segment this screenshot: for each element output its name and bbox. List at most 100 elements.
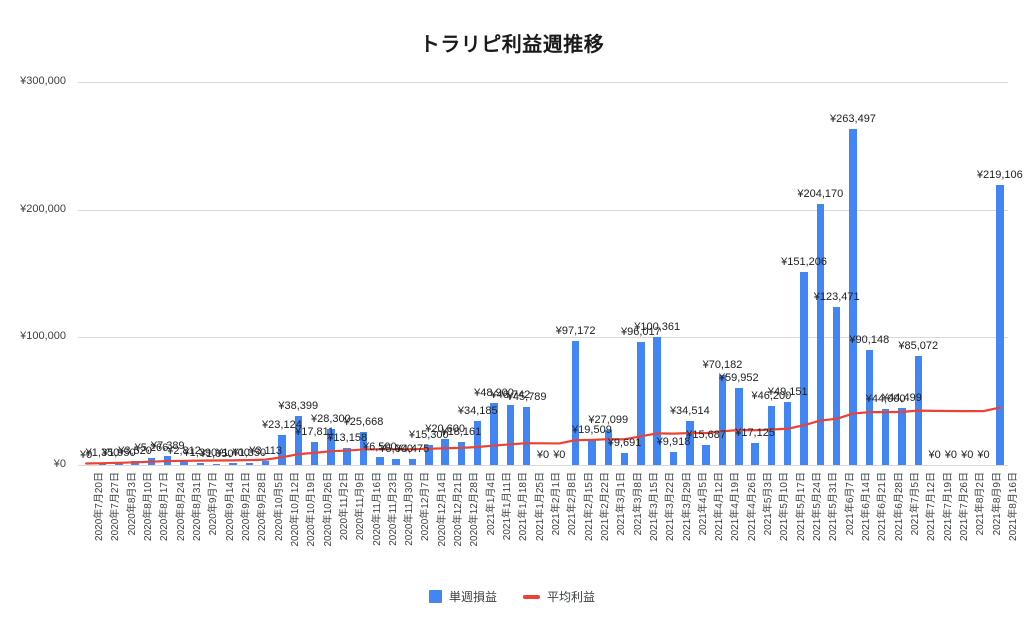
bar[interactable] xyxy=(441,438,449,465)
plot-area: ¥0 ¥1,350 ¥1,950 ¥3,520 ¥5,266 ¥7,389 ¥2,812 ¥1… xyxy=(78,82,1023,466)
bar[interactable] xyxy=(653,336,661,465)
bar[interactable] xyxy=(376,456,384,465)
x-axis-tick-label: 2020年8月3日 xyxy=(126,472,138,536)
bar[interactable] xyxy=(898,408,906,465)
bar[interactable] xyxy=(457,441,466,465)
bar[interactable] xyxy=(751,443,759,465)
bar-value-label: ¥1,350 xyxy=(85,447,120,460)
bar-value-label: ¥15,300 xyxy=(408,429,449,442)
bar-value-label: ¥7,389 xyxy=(150,439,185,452)
bar[interactable] xyxy=(327,428,335,465)
bar[interactable] xyxy=(229,463,237,465)
bar[interactable] xyxy=(343,448,351,465)
bar[interactable] xyxy=(408,459,417,465)
bar-value-label: ¥1,400 xyxy=(216,447,250,460)
bar[interactable] xyxy=(767,406,776,465)
bar[interactable] xyxy=(881,408,890,465)
x-axis-tick-label: 2021年8月9日 xyxy=(991,472,1003,536)
x-axis-tick-label: 2020年8月31日 xyxy=(192,472,204,541)
legend-line-swatch-icon xyxy=(523,594,540,599)
bar-value-label: ¥0 xyxy=(80,449,93,461)
x-axis-tick-label: 2020年9月21日 xyxy=(241,472,252,541)
x-axis-tick-label: 2020年8月24日 xyxy=(175,472,187,541)
x-axis-tick-label: 2020年7月20日 xyxy=(94,472,106,541)
average-profit-line[interactable] xyxy=(85,406,1001,465)
x-axis-tick-label: 2021年5月3日 xyxy=(763,472,775,536)
x-axis-tick-label: 2020年12月28日 xyxy=(469,472,481,547)
bar-value-label: ¥3,520 xyxy=(118,444,152,457)
bar[interactable] xyxy=(702,444,710,465)
x-axis-tick-label: 2021年8月2日 xyxy=(975,472,987,536)
x-axis-tick-label: 2020年11月9日 xyxy=(355,472,367,541)
bar[interactable] xyxy=(849,128,857,465)
bar[interactable] xyxy=(180,461,188,465)
bar[interactable] xyxy=(196,463,205,465)
bar-value-label: ¥28,300 xyxy=(311,412,351,425)
bar-value-label: ¥20,600 xyxy=(425,422,465,435)
bar[interactable] xyxy=(425,445,433,465)
x-axis-tick-label: 2021年6月7日 xyxy=(844,472,856,536)
bar[interactable] xyxy=(637,342,645,465)
bar-value-label: ¥1,950 xyxy=(101,446,136,459)
chart-title: トラリピ利益週推移 xyxy=(419,34,605,56)
bar-value-label: ¥9,918 xyxy=(656,436,691,449)
x-axis-tick-label: 2021年3月8日 xyxy=(632,472,644,536)
bar[interactable] xyxy=(245,463,254,465)
x-axis-tick-label: 2020年12月14日 xyxy=(436,472,448,547)
bar[interactable] xyxy=(212,463,221,465)
bar[interactable] xyxy=(816,204,825,465)
bar-value-label: ¥6,500 xyxy=(363,440,397,453)
legend-item-line[interactable]: 平均利益 xyxy=(523,588,595,605)
bar[interactable] xyxy=(865,349,874,465)
bar[interactable] xyxy=(261,461,270,465)
bar[interactable] xyxy=(800,271,808,465)
x-axis-tick-label: 2021年2月22日 xyxy=(599,472,611,541)
bar-value-label: ¥90,148 xyxy=(849,333,890,346)
bar-value-label: ¥2,812 xyxy=(167,445,201,458)
bar-value-label: ¥44,499 xyxy=(882,392,922,405)
x-axis-tick-label: 2020年12月21日 xyxy=(453,472,465,547)
x-axis-tick-label: 2020年8月17日 xyxy=(159,472,171,541)
bar[interactable] xyxy=(686,420,694,465)
bar[interactable] xyxy=(783,402,792,465)
bar[interactable] xyxy=(473,421,482,465)
bar[interactable] xyxy=(718,375,727,465)
bar-value-label: ¥17,125 xyxy=(735,427,775,440)
y-axis-tick-label: ¥100,000 xyxy=(20,330,66,343)
y-axis-tick-label: ¥300,000 xyxy=(20,75,66,87)
bar[interactable] xyxy=(278,435,286,465)
bar[interactable] xyxy=(506,405,515,465)
bar[interactable] xyxy=(996,185,1004,465)
bar[interactable] xyxy=(669,452,678,465)
x-axis-tick-label: 2020年10月12日 xyxy=(289,472,301,547)
legend-item-bar[interactable]: 単週損益 xyxy=(428,588,497,605)
line-series-平均利益 xyxy=(85,406,1001,465)
x-axis-tick-label: 2020年10月26日 xyxy=(322,472,334,547)
bar[interactable] xyxy=(620,452,629,465)
x-axis-tick-label: 2021年7月12日 xyxy=(926,472,938,541)
x-axis-tick-label: 2021年5月17日 xyxy=(795,472,807,541)
x-axis-tick-label: 2021年7月19日 xyxy=(942,472,954,541)
x-axis-tick-label: 2021年4月26日 xyxy=(746,472,758,541)
x-axis-tick-label: 2021年2月1日 xyxy=(551,472,562,536)
bar-value-label: ¥70,182 xyxy=(702,359,743,372)
bar-value-label: ¥0 xyxy=(977,449,990,461)
bar[interactable] xyxy=(522,406,531,465)
bar-value-label: ¥1,050 xyxy=(199,447,234,460)
bar[interactable] xyxy=(832,307,841,465)
bar[interactable] xyxy=(571,340,580,465)
bar-value-label: ¥96,017 xyxy=(621,326,661,339)
bar-value-label: ¥204,170 xyxy=(797,188,844,201)
bar[interactable] xyxy=(588,440,596,465)
bar[interactable] xyxy=(604,430,612,465)
y-axis-tick-label: ¥0 xyxy=(53,458,66,470)
x-axis-tick-label: 2021年1月4日 xyxy=(485,472,497,536)
bar[interactable] xyxy=(392,458,400,465)
x-axis-tick-label: 2021年3月15日 xyxy=(648,472,660,541)
bar-value-label: ¥46,742 xyxy=(490,389,531,402)
bar[interactable] xyxy=(294,415,302,465)
bar[interactable] xyxy=(490,402,498,465)
x-axis-tick-label: 2020年12月7日 xyxy=(420,472,432,541)
x-axis-tick-label: 2020年9月28日 xyxy=(257,472,269,541)
bar[interactable] xyxy=(735,388,743,465)
